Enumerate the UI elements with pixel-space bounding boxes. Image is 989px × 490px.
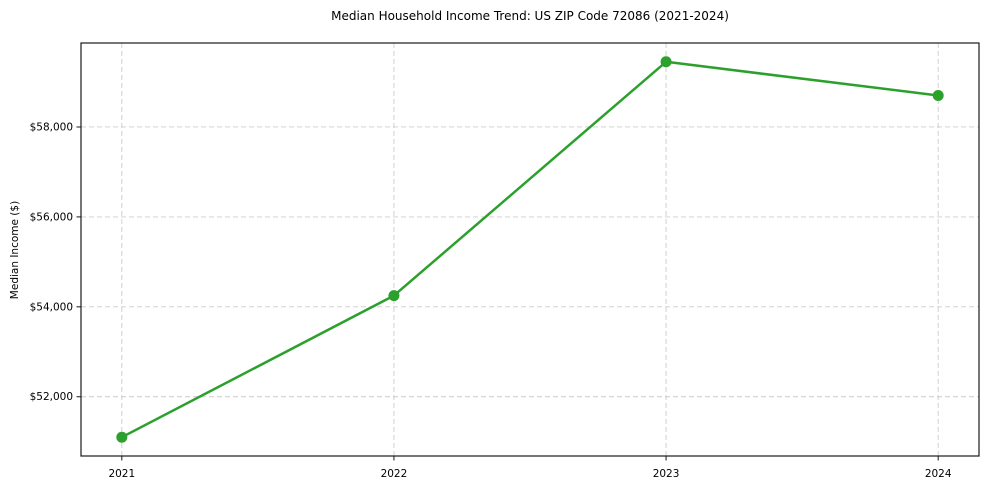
y-tick-label: $52,000 (30, 391, 73, 403)
y-axis-label: Median Income ($) (9, 200, 21, 300)
trend-line (120, 60, 940, 439)
y-tick-label: $54,000 (30, 301, 73, 313)
x-tick-label: 2024 (925, 468, 952, 480)
y-tick-label: $58,000 (30, 121, 73, 133)
x-tick-label: 2023 (653, 468, 680, 480)
x-tick-label: 2021 (108, 468, 135, 480)
data-point (932, 90, 944, 102)
data-point (660, 56, 672, 68)
data-point (116, 431, 128, 443)
data-point (388, 290, 400, 302)
y-tick-label: $56,000 (30, 211, 73, 223)
plot-border (80, 42, 980, 457)
chart-title: Median Household Income Trend: US ZIP Co… (331, 9, 729, 23)
x-tick-label: 2022 (381, 468, 408, 480)
